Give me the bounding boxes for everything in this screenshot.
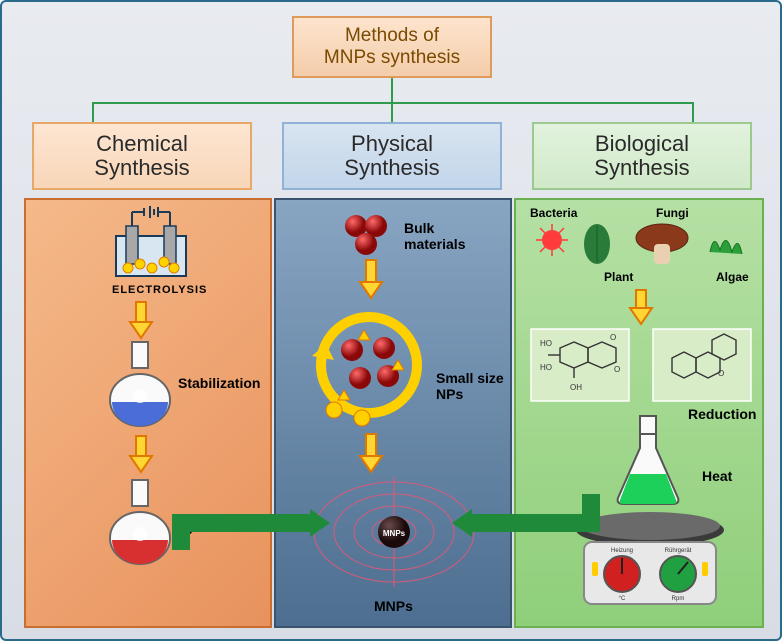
- fungi-label: Fungi: [656, 206, 689, 220]
- green-arrow-bio: [472, 514, 592, 532]
- svg-text:O: O: [614, 365, 620, 374]
- main-title-text: Methods of MNPs synthesis: [324, 25, 460, 69]
- mnp-center-text: MNPs: [383, 529, 406, 538]
- category-physical-label: Physical Synthesis: [344, 132, 439, 180]
- biological-panel: Bacteria Fungi Plant Algae: [514, 198, 764, 628]
- stabilization-label: Stabilization: [178, 375, 260, 391]
- mnps-label: MNPs: [374, 598, 413, 614]
- bacteria-label: Bacteria: [530, 206, 577, 220]
- svg-text:HO: HO: [540, 339, 552, 348]
- tree-drop-bio: [692, 102, 694, 122]
- category-chemical-label: Chemical Synthesis: [94, 132, 189, 180]
- svg-text:Heizung: Heizung: [611, 548, 633, 554]
- mushroom-icon: [634, 220, 690, 268]
- green-arrow-chem-stem: [172, 514, 190, 550]
- algae-icon: [702, 222, 746, 262]
- green-arrow-chem: [180, 514, 310, 532]
- diagram-canvas: Methods of MNPs synthesis Chemical Synth…: [0, 0, 782, 641]
- svg-text:°C: °C: [619, 596, 626, 602]
- svg-text:Rpm: Rpm: [672, 596, 685, 602]
- green-arrow-bio-head: [452, 509, 472, 537]
- green-arrow-bio-stem: [582, 494, 600, 532]
- tree-drop-chem: [92, 102, 94, 122]
- leaf-icon: [580, 222, 614, 266]
- flask-green-icon: [610, 414, 686, 508]
- electrolysis-icon: [96, 206, 206, 284]
- reduction-label: Reduction: [688, 406, 756, 422]
- svg-text:HO: HO: [540, 363, 552, 372]
- bulk-materials-icon: [336, 210, 396, 260]
- bacteria-icon: [534, 222, 570, 258]
- physical-panel: Bulk materials Small size NPs: [274, 198, 512, 628]
- category-chemical: Chemical Synthesis: [32, 122, 252, 190]
- flask-blue-icon: [104, 340, 176, 430]
- category-biological-label: Biological Synthesis: [594, 132, 689, 180]
- cycle-ring-icon: [304, 300, 434, 430]
- svg-text:Rührgerät: Rührgerät: [665, 548, 692, 554]
- svg-text:O: O: [718, 369, 724, 378]
- heat-label: Heat: [702, 468, 732, 484]
- category-biological: Biological Synthesis: [532, 122, 752, 190]
- svg-text:O: O: [610, 333, 616, 342]
- arrow-down-icon: [356, 258, 386, 300]
- arrow-down-icon: [356, 432, 386, 474]
- small-nps-label: Small size NPs: [436, 370, 504, 402]
- plant-label: Plant: [604, 270, 633, 284]
- molecule-2-icon: O: [652, 328, 752, 402]
- green-arrow-chem-head: [310, 509, 330, 537]
- arrow-down-icon: [626, 288, 656, 326]
- tree-drop-phys: [391, 102, 393, 122]
- algae-label: Algae: [716, 270, 749, 284]
- svg-text:OH: OH: [570, 383, 582, 392]
- flask-red-icon: [104, 478, 176, 568]
- chemical-panel: ELECTROLYSIS Stabilization Synthesis: [24, 198, 272, 628]
- bulk-label: Bulk materials: [404, 220, 465, 252]
- main-title: Methods of MNPs synthesis: [292, 16, 492, 78]
- electrolysis-label: ELECTROLYSIS: [112, 284, 207, 296]
- category-physical: Physical Synthesis: [282, 122, 502, 190]
- tree-stem: [391, 78, 393, 102]
- arrow-down-icon: [126, 300, 156, 340]
- molecule-1-icon: HO HO O O OH: [530, 328, 630, 402]
- arrow-down-icon: [126, 434, 156, 474]
